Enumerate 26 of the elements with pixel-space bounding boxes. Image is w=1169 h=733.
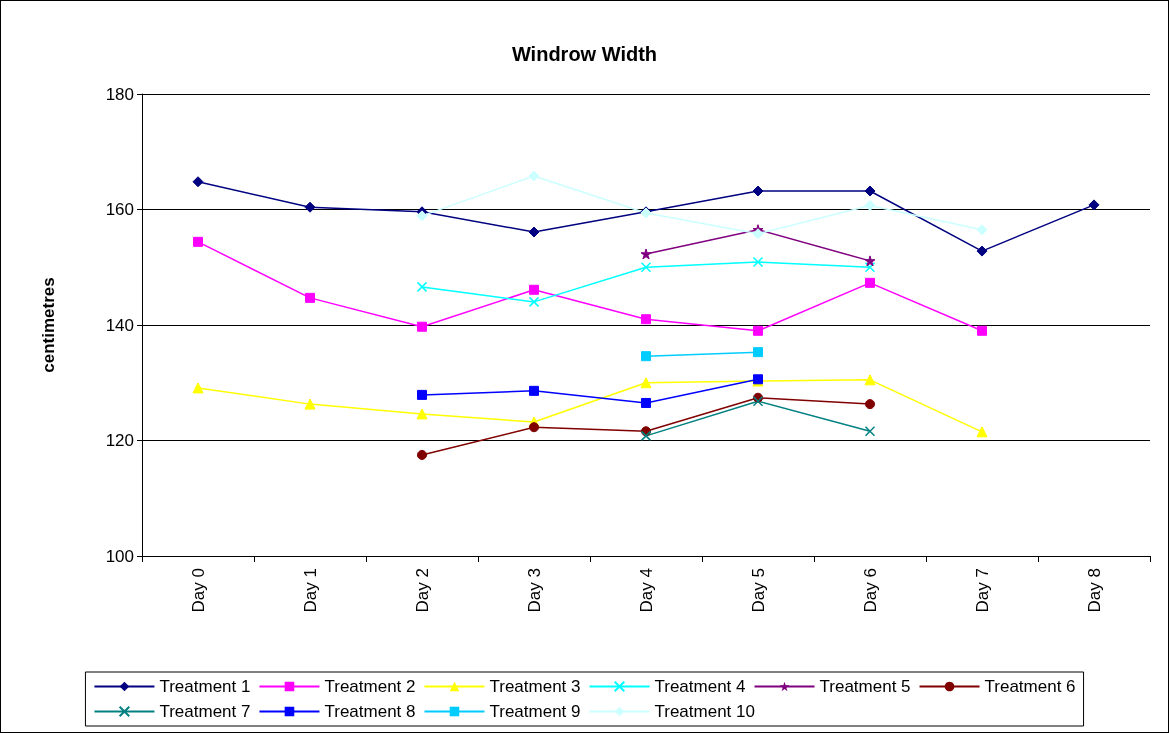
y-tick-label: 120	[105, 431, 134, 450]
legend-label: Treatment 2	[324, 677, 416, 696]
y-tick-label: 100	[105, 546, 134, 566]
legend-label: Treatment 5	[819, 677, 911, 696]
y-tick-label: 180	[105, 84, 134, 104]
x-tick-label: Day 6	[860, 568, 880, 613]
x-tick-label: Day 7	[972, 568, 992, 613]
x-tick-label: Day 4	[636, 568, 656, 613]
x-tick-label: Day 1	[300, 568, 320, 613]
legend-label: Treatment 10	[654, 702, 755, 721]
x-tick-label: Day 8	[1084, 568, 1104, 613]
y-tick-label: 160	[105, 200, 134, 219]
y-axis-title: centimetres	[39, 277, 58, 373]
legend-label: Treatment 6	[984, 677, 1076, 696]
chart-title: Windrow Width	[511, 43, 658, 65]
legend-label: Treatment 3	[489, 677, 581, 696]
x-tick-label: Day 2	[412, 568, 432, 613]
legend-label: Treatment 9	[489, 702, 581, 721]
x-tick-label: Day 5	[748, 568, 768, 613]
x-tick-label: Day 0	[188, 568, 208, 613]
y-tick-label: 140	[105, 315, 134, 335]
legend-label: Treatment 8	[324, 702, 416, 721]
x-tick-label: Day 3	[524, 568, 544, 613]
legend-label: Treatment 1	[159, 677, 251, 696]
legend-label: Treatment 7	[159, 702, 251, 721]
legend-label: Treatment 4	[654, 677, 746, 696]
